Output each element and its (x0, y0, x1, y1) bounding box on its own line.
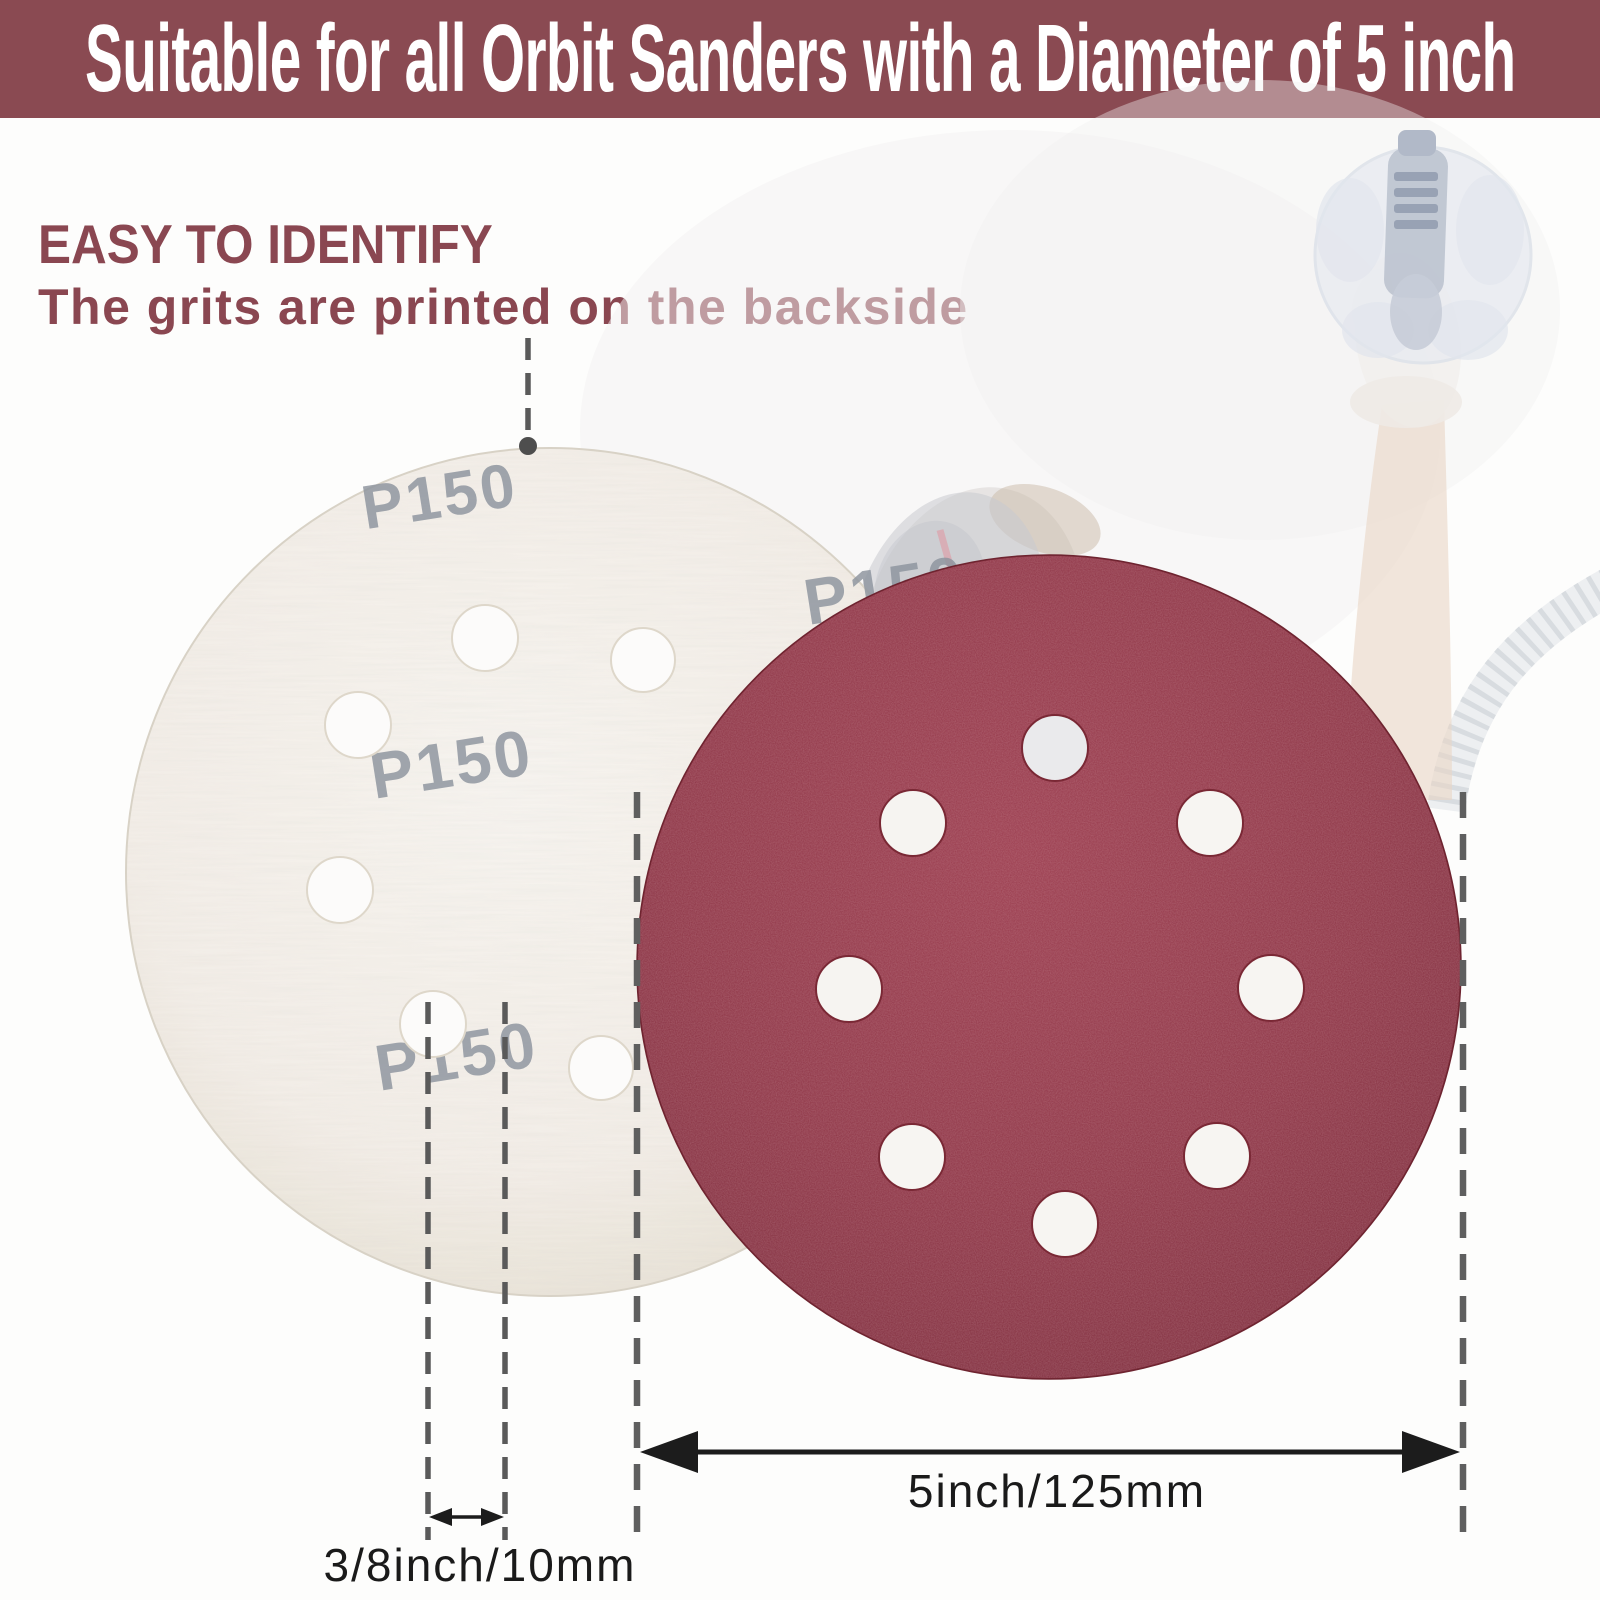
sander-vents (1394, 172, 1438, 229)
hole-size-label: 3/8inch/10mm (324, 1539, 637, 1591)
sander-top-cap (1398, 130, 1436, 156)
white-disc-hole (568, 1035, 634, 1101)
red-disc-hole (1183, 1122, 1251, 1190)
red-disc-grain-dark (638, 556, 1460, 1378)
orbital-sander (1313, 130, 1533, 365)
diameter-arrowhead-right (1402, 1431, 1460, 1473)
diameter-arrow (640, 1431, 1460, 1473)
red-disc-hole (1031, 1190, 1099, 1258)
red-disc-hole (1176, 789, 1244, 857)
white-disc-holes (306, 604, 676, 1101)
sander-grip (1390, 274, 1442, 350)
red-disc-hole (815, 955, 883, 1023)
annotations: 5inch/125mm 3/8inch/10mm (324, 338, 1467, 1591)
white-disc-hole (610, 627, 676, 693)
hole-size-arrow (429, 1508, 504, 1526)
vacuum-hose (1427, 569, 1600, 813)
pointer-dot (519, 437, 537, 455)
white-disc-hole (451, 604, 519, 672)
red-disc-hole (879, 789, 947, 857)
red-sanding-disc (636, 554, 1462, 1380)
diameter-label: 5inch/125mm (908, 1465, 1206, 1517)
worker-arm (1345, 400, 1452, 800)
diameter-arrowhead-left (640, 1431, 698, 1473)
headline-line1: EASY TO IDENTIFY (38, 213, 493, 275)
top-banner: Suitable for all Orbit Sanders with a Di… (0, 0, 1600, 118)
white-disc-hole (306, 856, 374, 924)
red-disc-hole (1237, 954, 1305, 1022)
red-disc-hole (1021, 714, 1089, 782)
white-disc-hole (324, 691, 392, 759)
white-disc-hole (399, 990, 467, 1058)
red-disc-hole (878, 1123, 946, 1191)
red-disc-holes (815, 714, 1305, 1258)
banner-title: Suitable for all Orbit Sanders with a Di… (84, 5, 1516, 112)
